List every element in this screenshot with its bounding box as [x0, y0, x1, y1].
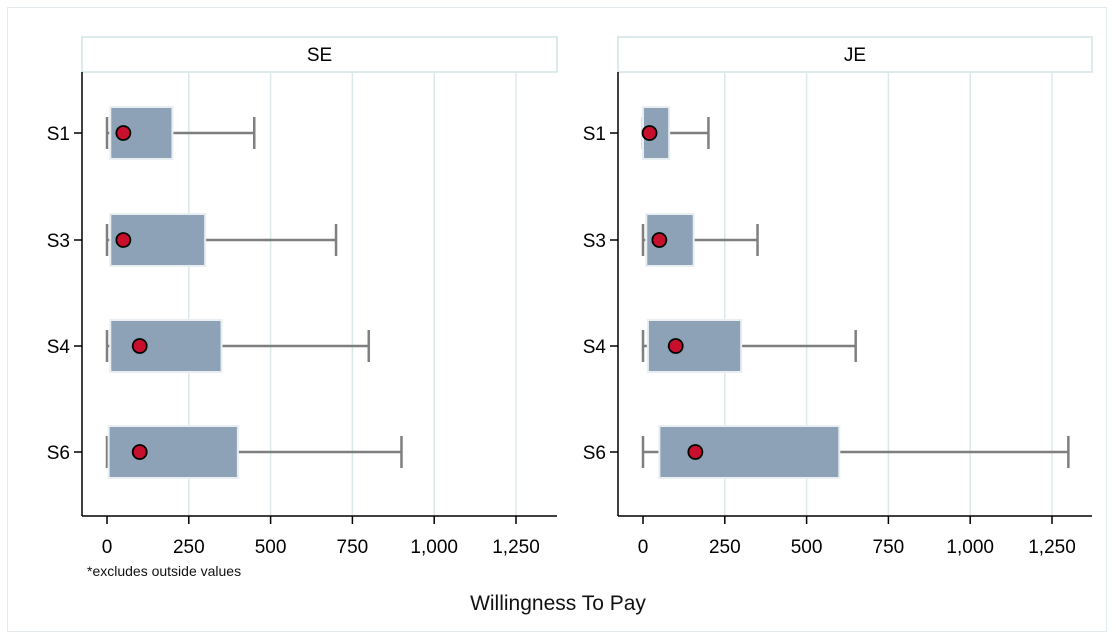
x-tick-label: 750	[337, 537, 369, 558]
marker-se-s1	[115, 125, 132, 141]
x-tick-label: 250	[709, 537, 741, 558]
panel-title-se: SE	[307, 45, 332, 66]
category-label-s4: S4	[47, 337, 71, 358]
box-se-s6	[107, 425, 239, 479]
category-label-s6: S6	[47, 443, 70, 464]
x-tick-label: 1,250	[1028, 537, 1076, 558]
marker-je-s4	[667, 338, 684, 354]
category-label-s6: S6	[583, 443, 606, 464]
x-tick-label: 0	[102, 537, 113, 558]
marker-je-s6	[687, 444, 704, 460]
x-tick-label: 1,000	[410, 537, 458, 558]
panel-title-je: JE	[844, 45, 866, 66]
box-je-s6	[658, 425, 841, 479]
category-label-s3: S3	[583, 231, 606, 252]
panel-strip-se	[81, 36, 558, 73]
marker-je-s1	[641, 125, 658, 141]
marker-se-s3	[115, 232, 132, 248]
marker-je-s3	[651, 232, 668, 248]
box-se-s4	[109, 319, 223, 373]
footnote: *excludes outside values	[87, 563, 242, 579]
marker-se-s4	[131, 338, 148, 354]
x-tick-label: 250	[173, 537, 205, 558]
x-tick-label: 500	[791, 537, 823, 558]
panel-strip-je	[617, 36, 1093, 73]
marker-se-s6	[131, 444, 148, 460]
x-tick-label: 1,250	[492, 537, 540, 558]
box-je-s4	[646, 319, 743, 373]
x-tick-label: 0	[638, 537, 649, 558]
x-tick-label: 500	[255, 537, 287, 558]
category-label-s4: S4	[583, 337, 607, 358]
category-label-s1: S1	[47, 124, 70, 145]
box-je-s3	[645, 213, 695, 267]
x-tick-label: 750	[873, 537, 905, 558]
x-tick-label: 1,000	[946, 537, 994, 558]
x-axis-title: Willingness To Pay	[470, 592, 646, 615]
category-label-s3: S3	[47, 231, 70, 252]
category-label-s1: S1	[583, 124, 606, 145]
